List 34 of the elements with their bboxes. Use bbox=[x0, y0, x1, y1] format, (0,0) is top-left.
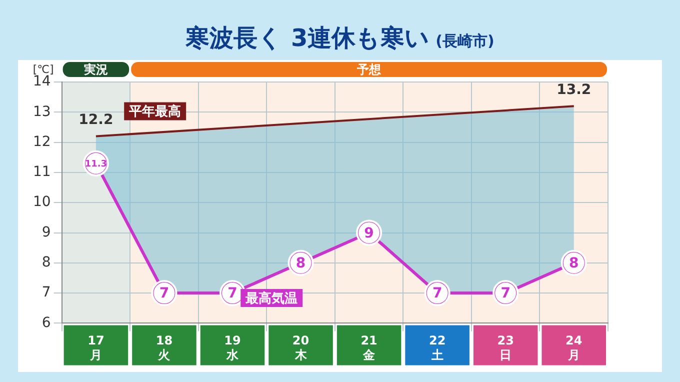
data-label: 13.2 bbox=[556, 82, 592, 98]
x-tick-label: 21 金 bbox=[360, 334, 378, 362]
chart-title: 寒波長く 3連休も寒い bbox=[186, 24, 430, 52]
y-tick-label: 11 bbox=[32, 164, 51, 180]
band-label: 予想 bbox=[356, 62, 382, 77]
y-tick-label: 6 bbox=[42, 314, 51, 331]
series-label: 平年最高 bbox=[128, 104, 182, 120]
chart-subtitle: (長崎市) bbox=[436, 32, 494, 50]
data-label: 8 bbox=[296, 256, 306, 272]
x-tick-label: 20 木 bbox=[292, 334, 310, 362]
data-label: 12.2 bbox=[78, 112, 114, 128]
data-label: 11.3 bbox=[84, 160, 108, 170]
data-label: 7 bbox=[432, 286, 442, 302]
data-label: 7 bbox=[500, 286, 510, 302]
x-tick-label: 18 火 bbox=[156, 334, 173, 362]
x-tick-label: 24 月 bbox=[566, 334, 582, 362]
y-tick-label: 10 bbox=[32, 194, 51, 210]
data-label: 7 bbox=[159, 286, 170, 302]
x-tick-label: 22 土 bbox=[428, 334, 446, 362]
y-tick-label: 12 bbox=[32, 134, 51, 150]
data-label: 7 bbox=[228, 286, 238, 302]
series-label: 最高気温 bbox=[244, 290, 298, 306]
y-tick-label: 14 bbox=[32, 74, 51, 90]
data-label: 8 bbox=[568, 256, 579, 272]
band-label: 実況 bbox=[82, 62, 108, 77]
data-label: 9 bbox=[364, 225, 374, 242]
y-tick-label: 13 bbox=[32, 104, 51, 120]
y-axis-title: [℃] bbox=[32, 62, 54, 76]
x-tick-label: 19 水 bbox=[224, 334, 241, 362]
x-tick-label: 17 月 bbox=[88, 334, 104, 362]
x-tick-label: 23 日 bbox=[497, 334, 514, 362]
y-tick-label: 7 bbox=[42, 284, 51, 301]
y-tick-label: 8 bbox=[42, 254, 51, 271]
y-tick-label: 9 bbox=[42, 224, 51, 240]
